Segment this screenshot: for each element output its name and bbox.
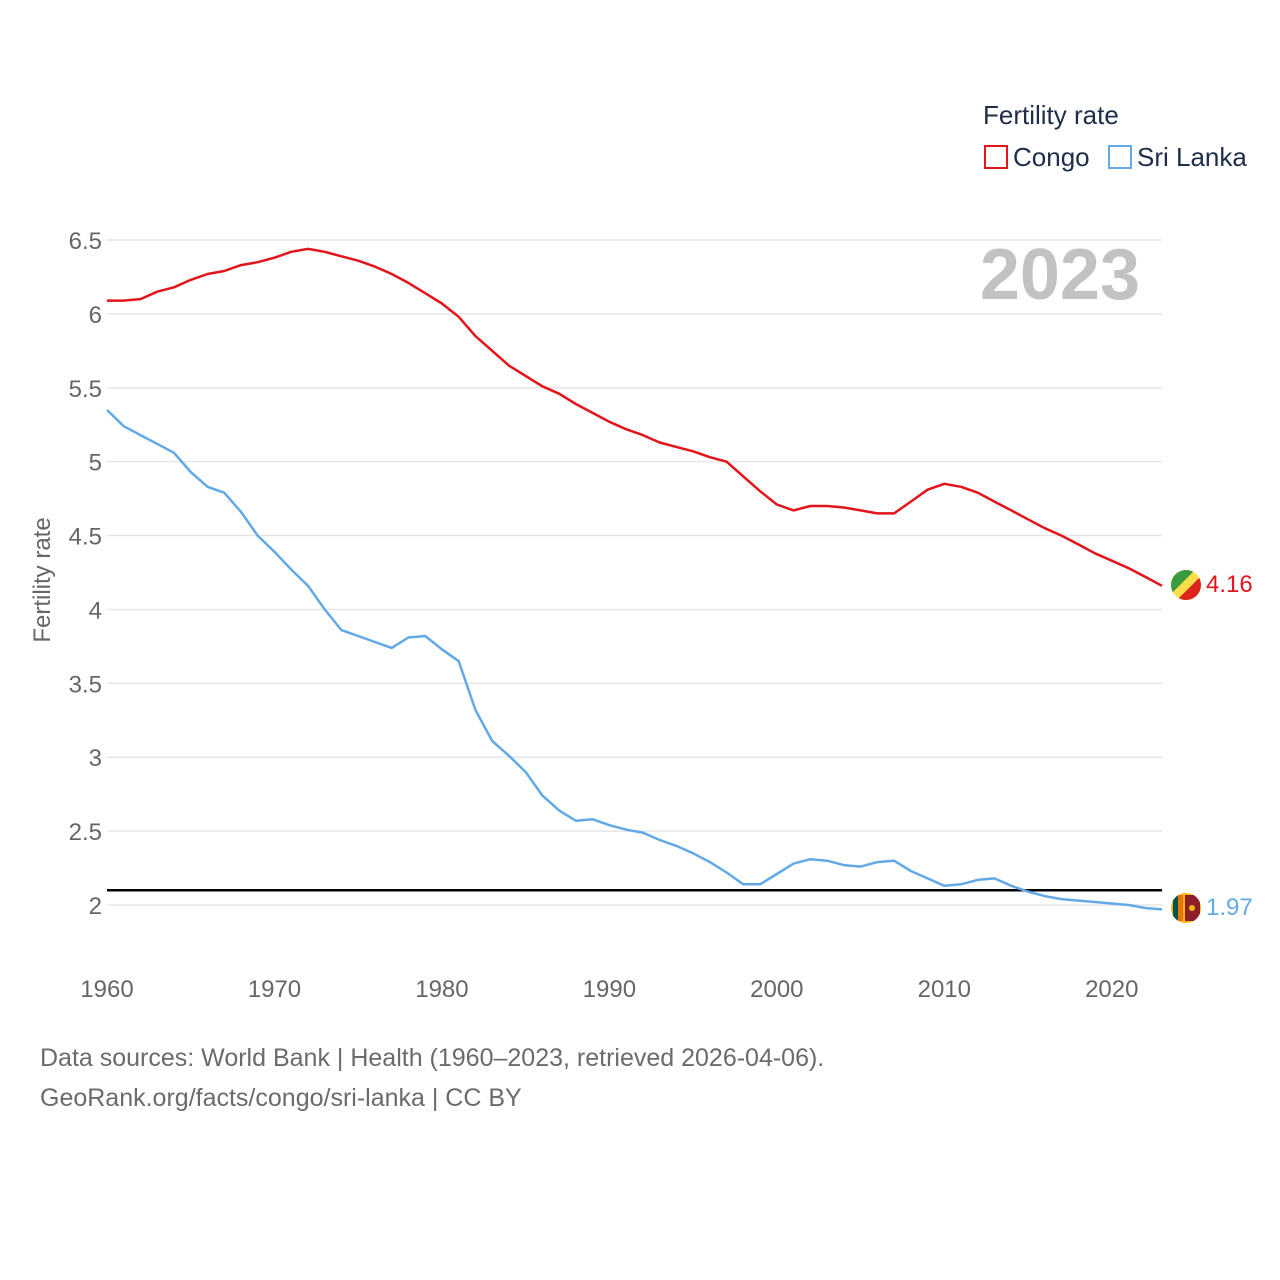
y-tick-label: 3.5 (69, 671, 102, 698)
x-tick-label: 1980 (415, 976, 468, 1003)
congo-flag-icon (1171, 570, 1201, 600)
y-tick-label: 4.5 (69, 524, 102, 551)
x-axis-ticks: 1960 1970 1980 1990 2000 2010 2020 (80, 976, 1138, 1003)
x-tick-label: 1970 (248, 976, 301, 1003)
source-link[interactable]: GeoRank.org/facts/congo/sri-lanka | CC B… (40, 1084, 522, 1112)
y-tick-label: 5 (89, 450, 102, 477)
legend-title: Fertility rate (983, 100, 1119, 130)
y-tick-label: 3 (89, 745, 102, 772)
gridlines (107, 239, 1162, 906)
y-tick-label: 5.5 (69, 376, 102, 403)
y-tick-label: 2.5 (69, 819, 102, 846)
y-tick-label: 6 (89, 302, 102, 329)
legend-label-congo[interactable]: Congo (1013, 142, 1090, 172)
end-value-label-sri-lanka: 1.97 (1206, 894, 1253, 921)
series-line-congo[interactable] (107, 247, 1163, 587)
source-note: Data sources: World Bank | Health (1960–… (40, 1044, 825, 1072)
legend-swatch-congo[interactable] (984, 145, 1008, 169)
end-value-label-congo: 4.16 (1206, 571, 1253, 598)
year-watermark: 2023 (980, 235, 1140, 315)
y-axis-label: Fertility rate (29, 517, 56, 642)
y-tick-label: 2 (89, 893, 102, 920)
x-tick-label: 2000 (750, 976, 803, 1003)
x-tick-label: 1990 (583, 976, 636, 1003)
sri-lanka-flag-icon (1171, 893, 1201, 923)
y-tick-label: 6.5 (69, 228, 102, 255)
x-tick-label: 1960 (80, 976, 133, 1003)
y-axis-ticks: 2 2.5 3 3.5 4 4.5 5 5.5 6 6.5 (69, 228, 102, 920)
series-line-sri-lanka[interactable] (106, 409, 1163, 911)
series-lines (106, 247, 1163, 911)
legend-label-sri-lanka[interactable]: Sri Lanka (1137, 142, 1247, 172)
line-chart: 2 2.5 3 3.5 4 4.5 5 5.5 6 6.5 1960 1970 1980 1990 200… (29, 100, 1253, 1003)
x-tick-label: 2010 (918, 976, 971, 1003)
y-tick-label: 4 (89, 597, 102, 624)
legend: Fertility rate Congo Sri Lanka (983, 100, 1247, 172)
x-tick-label: 2020 (1085, 976, 1138, 1003)
legend-swatch-sri-lanka[interactable] (1108, 145, 1132, 169)
